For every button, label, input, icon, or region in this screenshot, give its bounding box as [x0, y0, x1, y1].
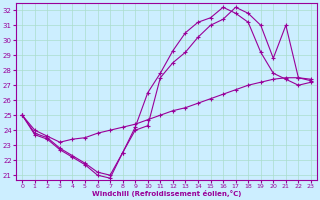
X-axis label: Windchill (Refroidissement éolien,°C): Windchill (Refroidissement éolien,°C) [92, 190, 241, 197]
